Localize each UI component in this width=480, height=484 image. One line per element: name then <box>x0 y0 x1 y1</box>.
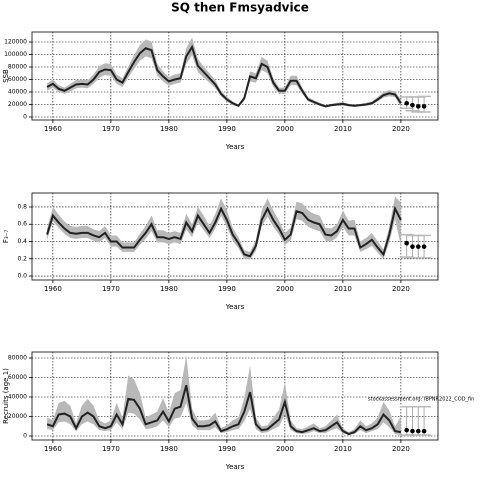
x-tick-label: 1960 <box>44 285 62 293</box>
y-axis-label: SSB <box>2 69 10 83</box>
y-tick-label: 40000 <box>8 393 27 400</box>
forecast-point <box>410 244 415 249</box>
plot-frame <box>31 192 439 281</box>
forecast-point <box>410 428 415 434</box>
x-axis-label: Years <box>225 463 245 471</box>
x-tick-label: 2000 <box>276 285 294 293</box>
confidence-band <box>47 37 401 108</box>
y-tick-label: 60000 <box>8 76 27 83</box>
panel: 1960 1970 1980 1990 2000 2010 2020 0.0 0.2 0.4 0.6… <box>2 192 439 311</box>
x-tick-label: 2020 <box>392 285 410 293</box>
y-tick-label: 0 <box>23 114 27 121</box>
estimate-line <box>46 205 402 258</box>
x-tick-label: 2010 <box>334 445 352 453</box>
x-axis-label: Years <box>225 143 245 151</box>
y-axis-label: Recruits (age 1) <box>2 368 10 424</box>
y-tick-label: 0.4 <box>17 238 27 245</box>
y-tick-label: 120000 <box>4 39 27 46</box>
x-tick-label: 1990 <box>218 125 236 133</box>
forecast-point <box>404 240 409 246</box>
plot-frame <box>31 31 439 121</box>
y-tick-label: 0.2 <box>17 255 27 262</box>
x-tick-label: 1960 <box>44 125 62 133</box>
y-tick-label: 100000 <box>4 51 27 58</box>
x-tick-label: 1970 <box>102 445 120 453</box>
annotation: stockassessment.org: IBPNR2022_COD_fin <box>368 397 474 403</box>
y-tick-label: 80000 <box>8 354 27 361</box>
x-tick-label: 1980 <box>160 125 178 133</box>
y-axis-label: F₃₋₇ <box>2 230 10 244</box>
y-tick-label: 20000 <box>8 413 27 420</box>
y-tick-label: 0.0 <box>17 273 27 280</box>
y-tick-label: 0.6 <box>17 221 27 228</box>
panel: 1960 1970 1980 1990 2000 2010 2020 0 20000 40000 6… <box>2 31 439 151</box>
forecast-point <box>404 427 409 433</box>
x-tick-label: 1970 <box>102 125 120 133</box>
estimate-line <box>46 44 402 108</box>
x-tick-label: 2020 <box>392 125 410 133</box>
y-tick-label: 0.8 <box>17 203 27 210</box>
confidence-band <box>47 196 401 260</box>
x-tick-label: 2020 <box>392 445 410 453</box>
x-tick-label: 1990 <box>218 285 236 293</box>
estimate-line <box>46 385 402 436</box>
forecast-point <box>421 244 427 249</box>
y-tick-label: 40000 <box>8 89 27 96</box>
forecast-point <box>421 428 427 434</box>
x-tick-label: 1990 <box>218 445 236 453</box>
figure-title: SQ then Fmsyadvice <box>171 1 309 15</box>
plot-frame <box>31 351 439 441</box>
x-tick-label: 1970 <box>102 285 120 293</box>
y-tick-label: 0 <box>23 433 27 440</box>
x-tick-label: 2000 <box>276 445 294 453</box>
x-tick-label: 1980 <box>160 445 178 453</box>
forecast-point <box>415 428 421 434</box>
x-tick-label: 1980 <box>160 285 178 293</box>
confidence-band <box>47 355 401 436</box>
panel: 1960 1970 1980 1990 2000 2010 2020 0 20000 40000 6… <box>2 351 439 471</box>
forecast-point <box>421 104 427 109</box>
forecast-point <box>410 102 415 108</box>
y-tick-label: 20000 <box>8 101 27 108</box>
forecast-point <box>415 244 421 249</box>
x-tick-label: 2010 <box>334 285 352 293</box>
x-tick-label: 2010 <box>334 125 352 133</box>
x-axis-label: Years <box>225 303 245 311</box>
x-tick-label: 1960 <box>44 445 62 453</box>
y-tick-label: 80000 <box>8 64 27 71</box>
y-tick-label: 60000 <box>8 374 27 381</box>
forecast-point <box>415 104 421 109</box>
forecast-point <box>404 100 409 106</box>
x-tick-label: 2000 <box>276 125 294 133</box>
